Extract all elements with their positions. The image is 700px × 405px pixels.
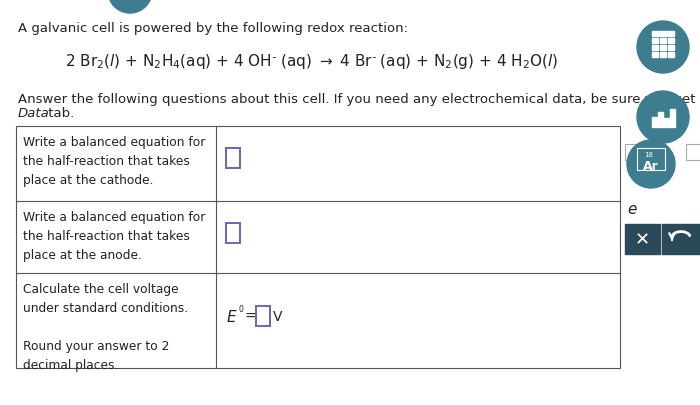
Text: Calculate the cell voltage
under standard conditions.

Round your answer to 2
de: Calculate the cell voltage under standar… xyxy=(23,282,188,371)
Bar xyxy=(660,53,666,58)
Bar xyxy=(652,32,674,37)
Bar xyxy=(670,110,675,128)
Text: A galvanic cell is powered by the following redox reaction:: A galvanic cell is powered by the follow… xyxy=(18,22,408,35)
Text: 18: 18 xyxy=(644,151,653,158)
Bar xyxy=(637,149,665,171)
Bar xyxy=(625,224,660,254)
Text: =: = xyxy=(244,309,256,323)
Text: Write a balanced equation for
the half-reaction that takes
place at the cathode.: Write a balanced equation for the half-r… xyxy=(23,136,205,187)
Bar xyxy=(652,53,658,58)
Text: Data: Data xyxy=(18,107,50,120)
Bar xyxy=(668,53,674,58)
Text: Ar: Ar xyxy=(643,160,659,173)
Bar xyxy=(256,306,270,326)
Circle shape xyxy=(627,141,675,189)
Bar xyxy=(658,113,663,128)
Bar xyxy=(226,149,240,168)
Text: Answer the following questions about this cell. If you need any electrochemical : Answer the following questions about thi… xyxy=(18,93,700,106)
Bar xyxy=(652,39,658,44)
Bar xyxy=(686,145,700,161)
Bar xyxy=(668,39,674,44)
Bar xyxy=(664,119,669,128)
Circle shape xyxy=(108,0,152,14)
Bar xyxy=(652,46,658,51)
Text: $e$: $e$ xyxy=(627,202,638,217)
Bar xyxy=(625,145,641,161)
Circle shape xyxy=(637,92,689,144)
Text: ✕: ✕ xyxy=(634,230,650,248)
Text: $\mathit{E}$: $\mathit{E}$ xyxy=(226,308,237,324)
Bar xyxy=(226,224,240,243)
Circle shape xyxy=(637,22,689,74)
Bar xyxy=(662,224,700,254)
Text: 2 Br$_2$($\mathit{l}$) + N$_2$H$_4$(aq) + 4 OH$^{\bar{\ }}$ (aq) $\rightarrow$ 4: 2 Br$_2$($\mathit{l}$) + N$_2$H$_4$(aq) … xyxy=(65,52,559,71)
Bar xyxy=(16,127,620,368)
Text: V: V xyxy=(273,309,283,323)
Bar xyxy=(668,46,674,51)
Bar xyxy=(652,118,657,128)
Text: $^0$: $^0$ xyxy=(238,304,244,314)
Text: tab.: tab. xyxy=(44,107,74,120)
Text: Write a balanced equation for
the half-reaction that takes
place at the anode.: Write a balanced equation for the half-r… xyxy=(23,211,205,261)
Bar xyxy=(660,46,666,51)
Bar xyxy=(660,39,666,44)
